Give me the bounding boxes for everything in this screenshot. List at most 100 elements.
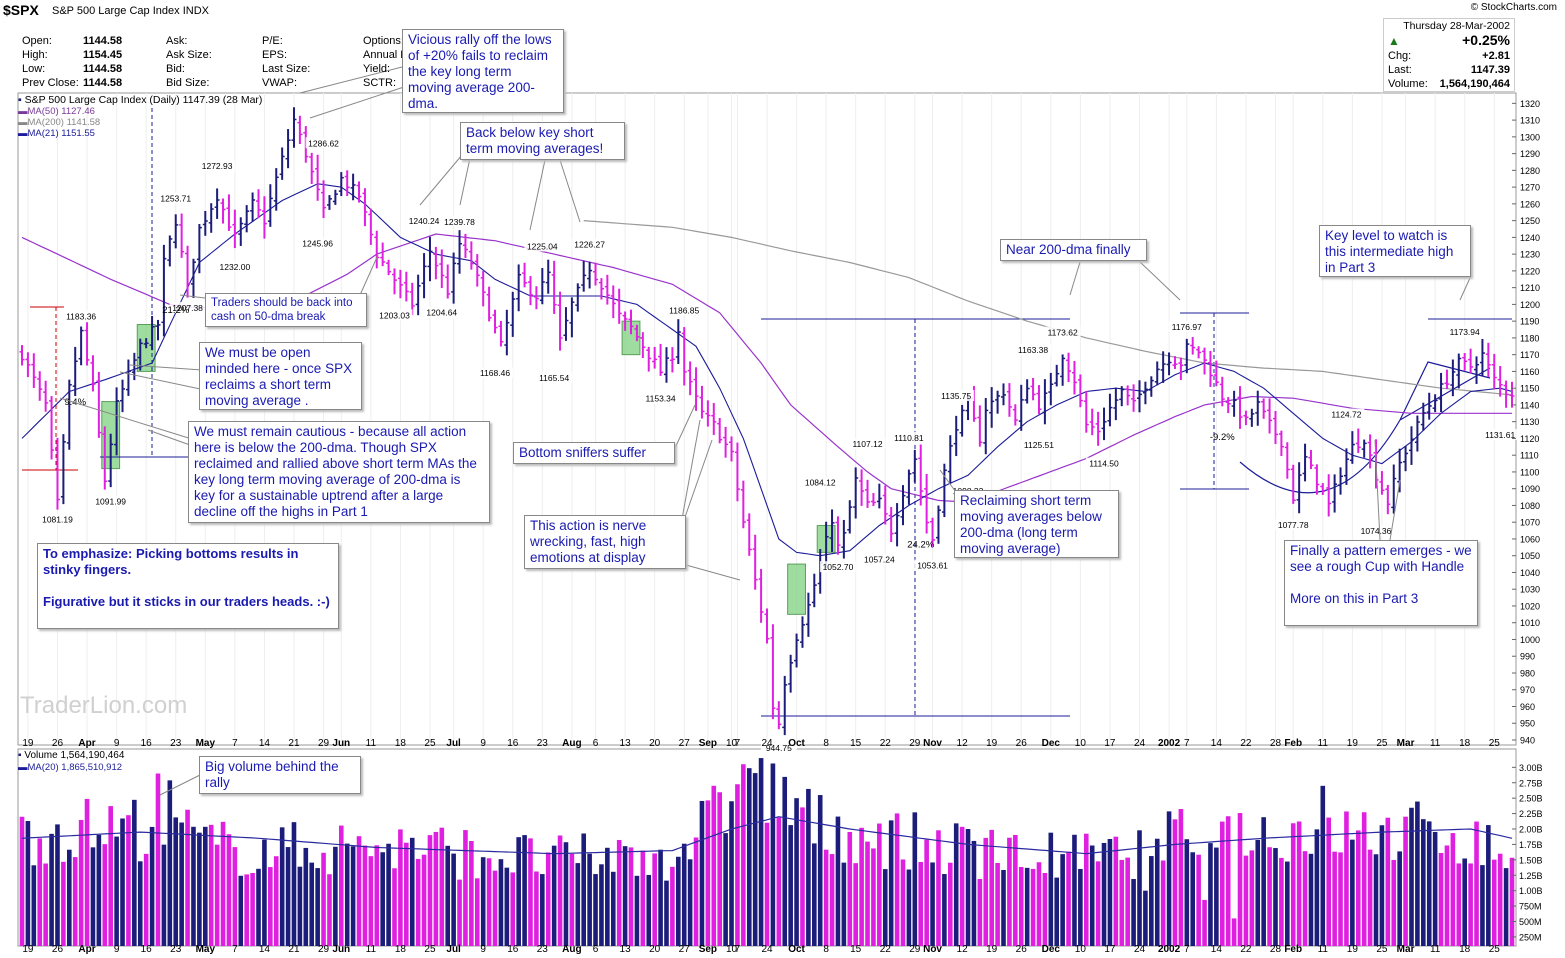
price-bar <box>788 654 794 693</box>
volume-bar <box>1326 817 1332 946</box>
volume-bar <box>1261 817 1266 946</box>
x-tick-label: 14 <box>1211 944 1223 955</box>
x-tick-label: Aug <box>562 944 581 955</box>
volume-bar <box>155 773 161 946</box>
price-bar <box>941 463 947 518</box>
volume-bar <box>1308 853 1314 946</box>
price-label: 1186.85 <box>669 305 699 315</box>
chg-value: +2.81 <box>1482 50 1510 62</box>
price-axis-label: 1150 <box>1520 384 1539 394</box>
open-label: Open: <box>22 35 52 47</box>
volume-bar <box>137 861 143 946</box>
price-bar <box>96 371 102 438</box>
volume-bar <box>1450 833 1456 946</box>
price-bar <box>1468 348 1474 374</box>
volume-bar <box>1036 862 1042 946</box>
price-axis-label: 1110 <box>1520 451 1539 461</box>
price-axis-label: 1260 <box>1520 199 1540 209</box>
volume-bar <box>504 867 510 946</box>
price-label: 1107.12 <box>852 439 882 449</box>
volume-bar <box>78 819 84 946</box>
price-bar <box>930 517 936 547</box>
price-axis-label: 990 <box>1520 652 1535 662</box>
price-bar <box>214 188 220 219</box>
callout-near-200dma: Near 200-dma finally <box>1000 239 1147 261</box>
volume-bar <box>942 874 947 946</box>
price-label-bg <box>477 367 514 379</box>
volume-bar <box>1030 868 1036 946</box>
price-bar <box>1113 387 1119 421</box>
volume-bar <box>333 846 338 946</box>
price-label: 1226.27 <box>574 239 605 249</box>
percent-label: 24.2% <box>907 539 934 550</box>
price-bar <box>1444 369 1450 390</box>
price-bar <box>403 271 409 302</box>
price-bar <box>1172 356 1178 369</box>
low-value: 1144.58 <box>83 63 123 75</box>
volume-bar <box>1267 847 1272 946</box>
volume-bar <box>622 846 628 946</box>
price-bar <box>510 291 516 337</box>
x-tick-label: 26 <box>52 944 64 955</box>
volume-bar <box>1421 819 1426 946</box>
volume-bar <box>43 863 48 946</box>
price-label-bg <box>1482 428 1519 440</box>
high-value: 1154.45 <box>83 49 123 61</box>
price-bar <box>959 404 965 437</box>
price-bar <box>256 189 262 219</box>
volume-axis-label: 2.50B <box>1519 794 1543 804</box>
volume-bar <box>977 878 983 946</box>
eps-label: EPS: <box>262 49 288 61</box>
x-tick-label: 9 <box>480 738 486 749</box>
price-bar <box>616 288 622 324</box>
price-label: 1253.71 <box>160 193 191 203</box>
price-bar <box>1462 353 1468 371</box>
price-axis-label: 1020 <box>1520 601 1540 611</box>
x-tick-label: 25 <box>1489 738 1501 749</box>
x-tick-label: 14 <box>259 738 271 749</box>
volume-bar <box>545 852 551 946</box>
volume-axis-label: 750M <box>1519 902 1542 912</box>
volume-bar <box>25 821 31 946</box>
callout-leader-line <box>419 154 463 206</box>
callout-pattern: Finally a pattern emerges - we see a rou… <box>1284 540 1478 626</box>
volume-bar <box>1338 852 1343 946</box>
price-axis-label: 1290 <box>1520 149 1540 159</box>
price-bar <box>362 188 368 227</box>
x-tick-label: 15 <box>850 738 862 749</box>
volume-bar <box>19 816 25 946</box>
price-bar <box>120 379 126 413</box>
pe-label: P/E: <box>262 35 283 47</box>
price-bar <box>267 184 273 227</box>
price-axis-label: 1120 <box>1520 434 1539 444</box>
callout-cautious: We must remain cautious - because all ac… <box>188 421 490 523</box>
volume-bar <box>433 831 439 946</box>
volume-bar <box>1089 845 1095 946</box>
price-bar <box>143 338 149 349</box>
volume-bar <box>285 847 291 946</box>
price-bar <box>43 380 49 412</box>
volume-bar <box>705 800 711 946</box>
volume-bar <box>1178 809 1184 946</box>
volume-bar <box>569 853 575 946</box>
volume-bar <box>1143 890 1148 946</box>
price-bar <box>983 398 989 455</box>
volume-bar <box>930 862 935 946</box>
volume-axis-label: 2.25B <box>1519 809 1543 819</box>
volume-bar <box>1491 859 1497 946</box>
price-bar <box>155 319 161 341</box>
volume-bar <box>114 836 119 946</box>
price-label-bg <box>92 495 129 507</box>
volume-bar <box>599 864 604 946</box>
volume-bar <box>717 792 722 946</box>
price-bar <box>397 269 403 299</box>
volume-bar <box>61 861 66 946</box>
volume-bar <box>368 856 374 946</box>
x-tick-label: 19 <box>1347 738 1359 749</box>
price-bar <box>451 252 457 304</box>
price-axis-label: 1040 <box>1520 568 1540 578</box>
callout-leader-line <box>1069 261 1081 296</box>
volume-bar <box>208 824 214 946</box>
price-axis-label: 1080 <box>1520 501 1540 511</box>
price-bar <box>415 274 421 316</box>
